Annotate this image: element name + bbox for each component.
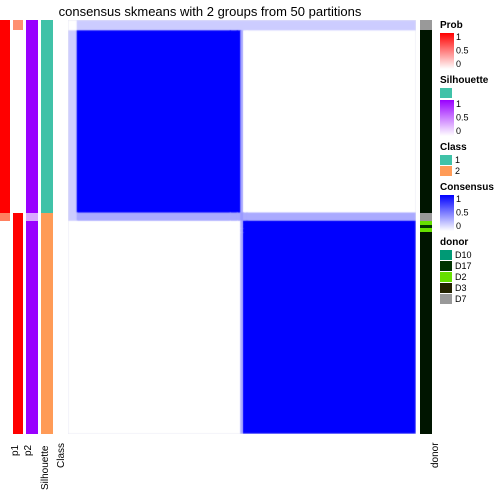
label-silhouette: Silhouette	[40, 446, 51, 490]
label-p1: p1	[10, 445, 21, 456]
legend-item: D7	[440, 294, 500, 304]
row-annotations	[0, 20, 64, 434]
label-p2: p2	[23, 445, 34, 456]
legend-class: Class 12	[440, 142, 500, 176]
sil-swatch	[440, 88, 452, 98]
consensus-gradient: 10.50	[440, 195, 454, 231]
col-donor	[420, 20, 432, 434]
col-p2	[13, 20, 23, 434]
consensus-heatmap	[68, 20, 416, 434]
col-class	[41, 20, 53, 434]
legend-item: D17	[440, 261, 500, 271]
sil-gradient: 10.50	[440, 100, 454, 136]
chart-title: consensus skmeans with 2 groups from 50 …	[0, 4, 420, 19]
legend-item: D3	[440, 283, 500, 293]
legend-prob: Prob 10.50	[440, 20, 500, 69]
legend-item: 2	[440, 166, 500, 176]
legend-silhouette: Silhouette 10.50	[440, 75, 500, 136]
legend-item: D2	[440, 272, 500, 282]
legend-panel: Prob 10.50 Silhouette 10.50 Class 12 Con…	[440, 20, 500, 310]
prob-gradient: 10.50	[440, 33, 454, 69]
legend-item: 1	[440, 155, 500, 165]
legend-consensus: Consensus 10.50	[440, 182, 500, 231]
legend-donor: donor D10D17D2D3D7	[440, 237, 500, 304]
col-p1	[0, 20, 10, 434]
label-class: Class	[56, 443, 67, 468]
legend-item: D10	[440, 250, 500, 260]
label-donor: donor	[430, 442, 441, 468]
col-silhouette	[26, 20, 38, 434]
